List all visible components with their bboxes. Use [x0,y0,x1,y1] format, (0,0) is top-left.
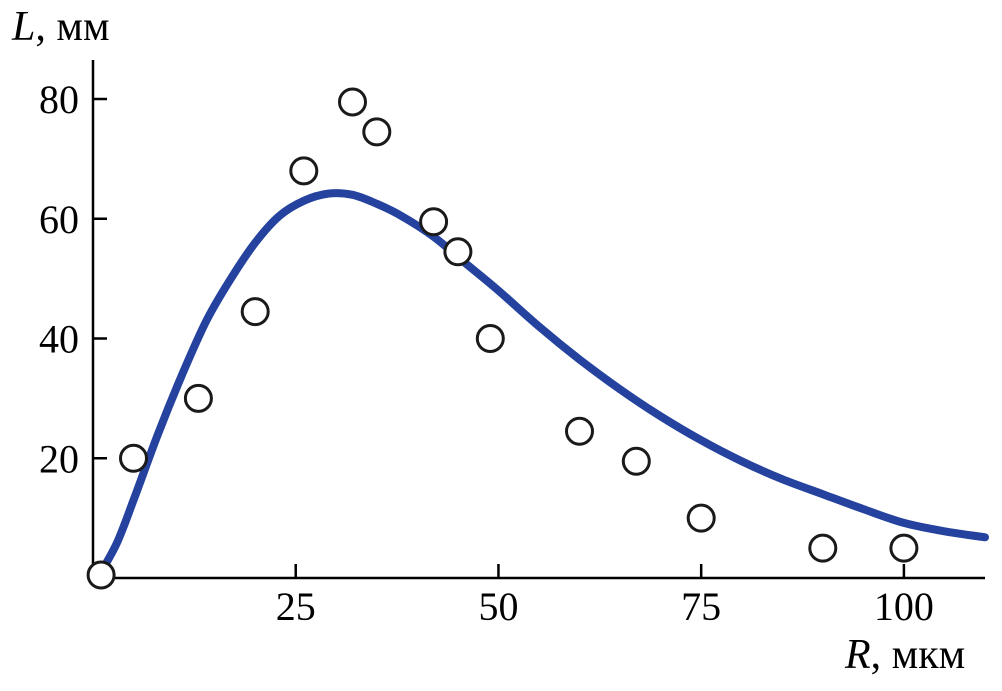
data-point [621,446,651,476]
y-tick-label: 80 [39,77,79,122]
y-axis-unit: , мм [35,4,110,50]
data-point [443,237,473,267]
y-tick-label: 20 [39,436,79,481]
y-tick-label: 60 [39,197,79,242]
data-point [119,443,148,473]
data-point [289,156,319,186]
x-tick-label: 25 [276,584,316,629]
data-point [240,297,270,327]
x-tick-label: 75 [681,584,721,629]
y-axis-title: L, мм [12,6,110,48]
data-point [86,560,116,590]
data-point [686,503,716,533]
data-point [183,383,213,413]
y-axis-variable: L [12,4,36,50]
data-point [419,207,449,237]
data-point [362,117,392,147]
x-axis-title: R, мкм [845,634,965,676]
data-point [808,533,838,563]
y-tick-label: 40 [39,317,79,362]
data-point [475,324,505,353]
data-point [565,416,594,446]
x-axis-unit: , мкм [870,632,966,678]
data-point [338,87,367,117]
fitted-curve [97,189,989,576]
data-point [889,533,919,563]
x-tick-label: 50 [478,584,518,629]
x-axis-variable: R [845,632,871,678]
x-tick-label: 100 [874,584,934,629]
